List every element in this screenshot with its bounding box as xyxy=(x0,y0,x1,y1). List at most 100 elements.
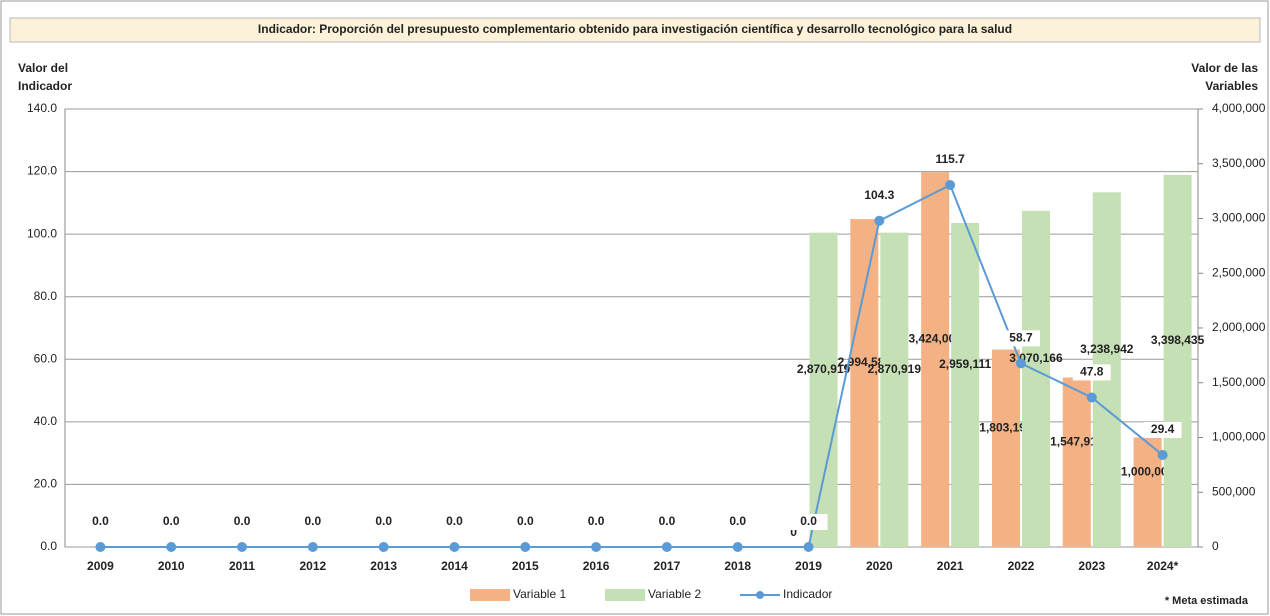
data-label: 104.3 xyxy=(864,188,894,202)
y-tick-label: 100.0 xyxy=(27,226,57,240)
y-tick-label: 0.0 xyxy=(40,539,57,553)
data-label: 0.0 xyxy=(800,514,817,528)
y2-tick-label: 500,000 xyxy=(1212,484,1256,498)
data-label-bg xyxy=(931,152,970,169)
bar xyxy=(1163,174,1192,547)
point xyxy=(1015,358,1026,369)
x-tick-label: 2014 xyxy=(441,559,468,573)
x-tick-label: 2013 xyxy=(370,559,397,573)
data-label: 47.8 xyxy=(1080,365,1104,379)
data-label-bg xyxy=(577,514,616,530)
note: * Meta estimada xyxy=(1165,595,1249,607)
data-label-bg xyxy=(647,514,686,530)
data-label: 0.0 xyxy=(729,514,746,528)
data-label: 3,424,000 xyxy=(908,332,962,346)
data-label: 0 xyxy=(790,525,797,539)
x-tick-label: 2023 xyxy=(1078,559,1105,573)
x-tick-label: 2016 xyxy=(583,559,610,573)
data-label-bg xyxy=(223,514,262,530)
data-label: 2,959,111 xyxy=(939,357,991,371)
data-label: 29.4 xyxy=(1151,422,1175,436)
point xyxy=(803,542,814,552)
x-tick-label: 2019 xyxy=(795,559,822,573)
point xyxy=(1157,450,1168,461)
y-tick-label: 140.0 xyxy=(27,101,57,115)
data-label: 0.0 xyxy=(234,514,251,528)
data-label-bg xyxy=(435,514,474,530)
x-tick-label: 2010 xyxy=(158,559,185,573)
data-label-bg xyxy=(789,514,828,530)
data-label: 0.0 xyxy=(517,514,534,528)
data-label-bg xyxy=(81,514,120,530)
title-band xyxy=(9,17,1261,43)
point xyxy=(378,542,389,552)
data-label-bg xyxy=(1001,330,1040,347)
y2-tick-label: 2,000,000 xyxy=(1212,320,1266,334)
point xyxy=(237,542,248,552)
legend-swatch xyxy=(470,589,510,601)
bar xyxy=(809,232,838,547)
x-tick-label: 2012 xyxy=(299,559,326,573)
point xyxy=(732,542,743,552)
y-tick-label: 80.0 xyxy=(34,289,58,303)
data-label: 0.0 xyxy=(375,514,392,528)
bar xyxy=(880,232,909,547)
point xyxy=(1086,392,1097,403)
y-axis-label: Valor del xyxy=(18,61,68,75)
data-label: 2,870,919 xyxy=(868,362,922,376)
bar xyxy=(921,172,950,547)
data-label-bg xyxy=(293,514,332,530)
point xyxy=(520,542,531,552)
data-label: 0.0 xyxy=(92,514,109,528)
bar xyxy=(1021,210,1050,547)
data-label: 0.0 xyxy=(588,514,605,528)
x-tick-label: 2011 xyxy=(229,559,255,573)
data-label: 115.7 xyxy=(935,152,965,166)
legend-swatch xyxy=(756,591,764,599)
y-tick-label: 60.0 xyxy=(34,351,58,365)
bar xyxy=(951,222,980,547)
data-label-bg xyxy=(364,514,403,530)
data-label: 2,994,585 xyxy=(838,355,892,369)
y-tick-label: 20.0 xyxy=(34,477,58,491)
x-tick-label: 2009 xyxy=(87,559,114,573)
data-label: 1,000,000 xyxy=(1121,464,1175,478)
bar xyxy=(1133,437,1162,547)
line xyxy=(100,183,1164,548)
y2-axis-label: Variables xyxy=(1205,79,1258,93)
y2-tick-label: 1,500,000 xyxy=(1212,375,1266,389)
chart-title: Indicador: Proporción del presupuesto co… xyxy=(258,22,1012,36)
data-label: 2,870,919 xyxy=(797,362,851,376)
data-label: 0.0 xyxy=(446,514,463,528)
data-label: 0.0 xyxy=(659,514,676,528)
y2-tick-label: 1,000,000 xyxy=(1212,430,1266,444)
data-label: 1,803,191 xyxy=(979,420,1033,434)
x-tick-label: 2018 xyxy=(724,559,751,573)
data-label: 3,238,942 xyxy=(1080,342,1134,356)
y-tick-label: 120.0 xyxy=(27,164,57,178)
legend-label: Indicador xyxy=(783,587,832,601)
x-tick-label: 2022 xyxy=(1008,559,1035,573)
data-label: 1,547,918 xyxy=(1050,434,1104,448)
x-tick-label: 2021 xyxy=(937,559,964,573)
point xyxy=(945,180,956,191)
point xyxy=(591,542,602,552)
bar xyxy=(1062,377,1091,547)
bar xyxy=(850,219,879,547)
legend-swatch xyxy=(605,589,645,601)
data-label-bg xyxy=(152,514,191,530)
y-axis-label: Indicador xyxy=(18,79,72,93)
data-label: 3,398,435 xyxy=(1151,333,1205,347)
point xyxy=(449,542,460,552)
data-label: 0.0 xyxy=(163,514,180,528)
x-tick-label: 2020 xyxy=(866,559,893,573)
legend-label: Variable 1 xyxy=(513,587,566,601)
data-label-bg xyxy=(506,514,545,530)
y2-tick-label: 3,500,000 xyxy=(1212,156,1266,170)
y2-axis-label: Valor de las xyxy=(1191,61,1258,75)
x-tick-label: 2017 xyxy=(654,559,681,573)
y2-tick-label: 0 xyxy=(1212,539,1219,553)
data-label-bg xyxy=(718,514,757,530)
data-label-bg xyxy=(1143,422,1182,439)
